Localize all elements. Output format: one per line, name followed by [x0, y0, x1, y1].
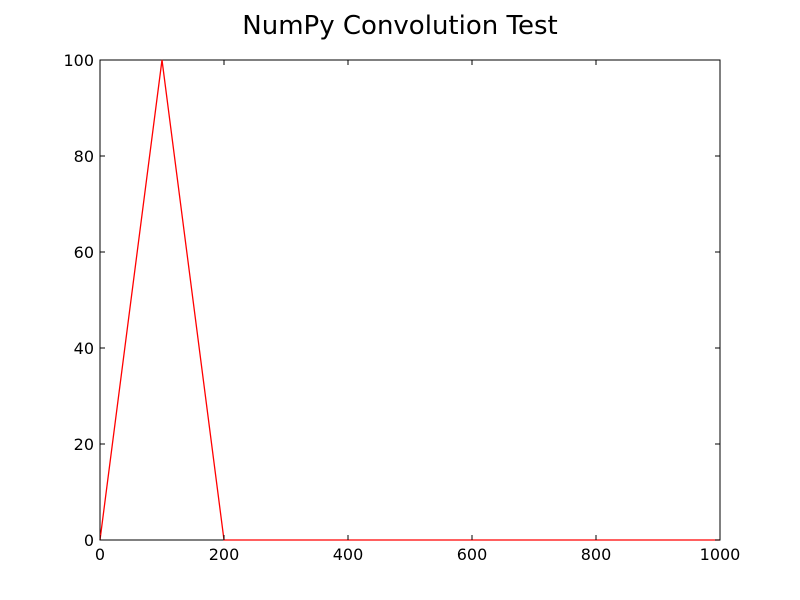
y-tick-label: 100: [63, 51, 94, 70]
y-tick-label: 20: [74, 435, 94, 454]
axis-ticks: [99, 59, 721, 541]
x-tick-label: 800: [581, 545, 612, 564]
x-tick-label: 200: [209, 545, 240, 564]
x-tick-label: 400: [333, 545, 364, 564]
y-tick-label: 0: [84, 531, 94, 550]
x-tick-label: 1000: [700, 545, 741, 564]
plot-area-frame: [99, 59, 721, 541]
x-tick-labels: 0 200 400 600 800 1000: [95, 545, 740, 564]
y-tick-label: 80: [74, 147, 94, 166]
y-tick-label: 60: [74, 243, 94, 262]
y-tick-labels: 0 20 40 60 80 100: [63, 51, 94, 550]
chart-title: NumPy Convolution Test: [242, 11, 557, 41]
y-tick-label: 40: [74, 339, 94, 358]
x-tick-label: 600: [457, 545, 488, 564]
x-tick-label: 0: [95, 545, 105, 564]
